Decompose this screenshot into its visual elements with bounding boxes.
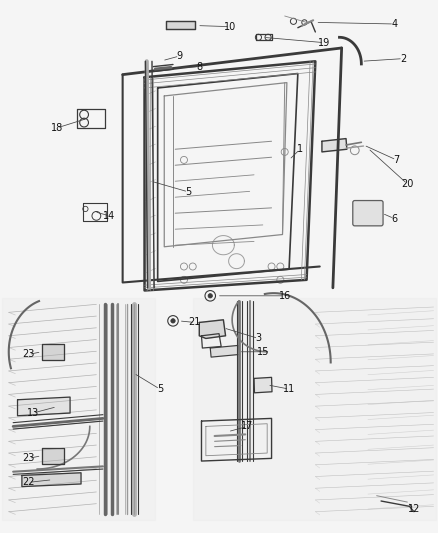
Text: 22: 22 (22, 478, 35, 487)
Text: 9: 9 (177, 51, 183, 61)
Text: 4: 4 (391, 19, 397, 29)
Polygon shape (42, 344, 64, 360)
Text: 23: 23 (22, 350, 35, 359)
Circle shape (208, 294, 212, 298)
Text: 21: 21 (189, 318, 201, 327)
Text: 17: 17 (241, 422, 254, 431)
Circle shape (171, 319, 175, 323)
Text: 13: 13 (27, 408, 39, 418)
Polygon shape (18, 397, 70, 416)
Text: 19: 19 (318, 38, 330, 47)
Text: 18: 18 (51, 123, 63, 133)
Polygon shape (322, 139, 347, 152)
Text: 16: 16 (279, 291, 291, 301)
Polygon shape (2, 298, 155, 520)
FancyBboxPatch shape (353, 200, 383, 226)
Text: 10: 10 (224, 22, 236, 31)
Polygon shape (166, 21, 195, 29)
Text: 5: 5 (157, 384, 163, 394)
Text: 1: 1 (297, 144, 303, 154)
Text: 23: 23 (22, 454, 35, 463)
Polygon shape (42, 448, 64, 464)
Text: 7: 7 (393, 155, 399, 165)
Text: 20: 20 (401, 179, 413, 189)
Text: 2: 2 (400, 54, 406, 63)
Polygon shape (193, 298, 436, 520)
Text: 11: 11 (283, 384, 295, 394)
Text: 8: 8 (196, 62, 202, 71)
Text: 15: 15 (257, 347, 269, 357)
Polygon shape (22, 473, 81, 487)
Text: 14: 14 (103, 211, 116, 221)
Polygon shape (210, 345, 240, 357)
Text: 12: 12 (408, 504, 420, 514)
Text: 3: 3 (255, 334, 261, 343)
Polygon shape (254, 377, 272, 393)
Text: 6: 6 (391, 214, 397, 223)
Text: 5: 5 (185, 187, 191, 197)
Polygon shape (199, 320, 226, 338)
